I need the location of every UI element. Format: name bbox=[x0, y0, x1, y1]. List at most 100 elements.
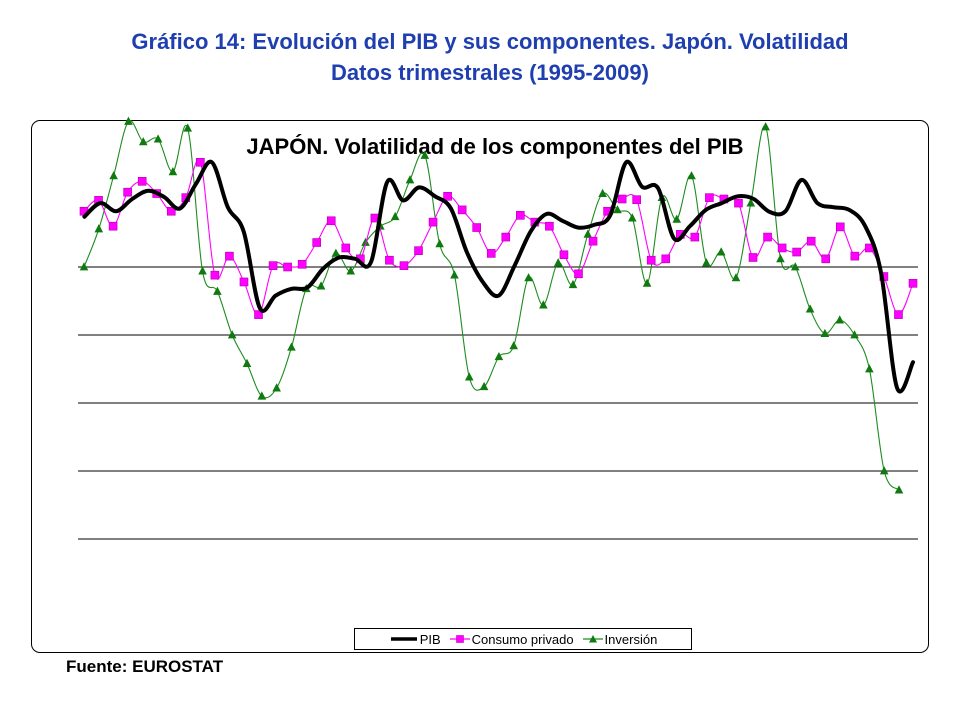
data-point-inversi-n bbox=[450, 270, 459, 279]
data-point-inversi-n bbox=[790, 262, 800, 271]
data-point-inversi-n bbox=[242, 358, 252, 367]
chart-title: JAPÓN. Volatilidad de los componentes de… bbox=[246, 134, 744, 159]
data-point-consumo-privado bbox=[821, 254, 831, 264]
data-point-consumo-privado bbox=[632, 195, 641, 204]
data-point-inversi-n bbox=[761, 122, 770, 131]
series-line-consumo-privado bbox=[83, 159, 914, 316]
data-point-consumo-privado bbox=[850, 251, 860, 261]
data-point-consumo-privado bbox=[123, 187, 132, 197]
data-point-consumo-privado bbox=[428, 217, 438, 227]
data-point-consumo-privado bbox=[210, 270, 220, 280]
data-point-consumo-privado bbox=[196, 157, 205, 167]
data-point-inversi-n bbox=[213, 286, 222, 295]
data-point-consumo-privado bbox=[545, 221, 554, 231]
data-point-consumo-privado bbox=[559, 250, 569, 260]
data-point-inversi-n bbox=[138, 137, 148, 146]
chart-legend: PIB Consumo privado Inversión bbox=[354, 628, 692, 650]
data-point-inversi-n bbox=[153, 134, 163, 143]
data-point-inversi-n bbox=[687, 171, 696, 180]
legend-triangle-marker-icon bbox=[582, 635, 603, 643]
data-point-inversi-n bbox=[731, 273, 741, 282]
data-point-inversi-n bbox=[94, 224, 104, 233]
legend-line-pib-icon bbox=[390, 637, 417, 641]
data-point-inversi-n bbox=[879, 466, 889, 475]
data-point-consumo-privado bbox=[137, 177, 147, 186]
data-point-consumo-privado bbox=[501, 232, 511, 242]
data-point-inversi-n bbox=[435, 239, 444, 248]
data-point-inversi-n bbox=[479, 381, 489, 391]
data-point-consumo-privado bbox=[297, 259, 307, 269]
legend-item-pib: PIB bbox=[389, 632, 441, 647]
data-point-consumo-privado bbox=[763, 232, 772, 242]
data-point-consumo-privado bbox=[283, 262, 292, 272]
data-point-consumo-privado bbox=[646, 255, 656, 265]
data-point-inversi-n bbox=[894, 485, 904, 494]
data-point-consumo-privado bbox=[239, 277, 249, 287]
data-point-inversi-n bbox=[405, 175, 415, 184]
data-point-consumo-privado bbox=[908, 279, 918, 288]
data-point-inversi-n bbox=[568, 279, 578, 289]
source-note: Fuente: EUROSTAT bbox=[66, 657, 224, 676]
data-point-inversi-n bbox=[198, 266, 207, 275]
data-point-consumo-privado bbox=[588, 236, 598, 246]
legend-square-marker-icon bbox=[449, 635, 470, 643]
data-point-inversi-n bbox=[494, 351, 504, 361]
data-point-inversi-n bbox=[805, 304, 815, 313]
data-point-inversi-n bbox=[316, 281, 326, 290]
data-point-inversi-n bbox=[598, 188, 607, 197]
data-point-inversi-n bbox=[865, 364, 874, 373]
data-point-consumo-privado bbox=[748, 253, 758, 262]
data-point-inversi-n bbox=[79, 262, 89, 271]
data-point-inversi-n bbox=[539, 300, 548, 309]
series-line-inversi-n bbox=[83, 120, 900, 491]
data-point-consumo-privado bbox=[254, 310, 263, 319]
legend-item-inversion: Inversión bbox=[582, 631, 658, 647]
data-point-inversi-n bbox=[672, 214, 682, 223]
data-point-inversi-n bbox=[420, 150, 430, 159]
page-title: Gráfico 14: Evolución del PIB y sus comp… bbox=[0, 26, 960, 88]
data-point-consumo-privado bbox=[443, 191, 452, 201]
data-point-consumo-privado bbox=[414, 246, 423, 255]
data-point-consumo-privado bbox=[472, 223, 481, 232]
data-point-consumo-privado bbox=[574, 269, 583, 279]
data-point-consumo-privado bbox=[268, 261, 278, 270]
data-point-inversi-n bbox=[583, 229, 593, 238]
legend-label-consumo-privado: Consumo privado bbox=[471, 631, 574, 647]
data-point-inversi-n bbox=[109, 171, 118, 180]
data-point-inversi-n bbox=[124, 116, 133, 125]
data-point-consumo-privado bbox=[661, 254, 671, 264]
data-point-inversi-n bbox=[627, 213, 637, 222]
data-point-consumo-privado bbox=[617, 194, 627, 204]
data-point-consumo-privado bbox=[166, 206, 176, 216]
data-point-inversi-n bbox=[716, 247, 726, 256]
data-point-consumo-privado bbox=[326, 216, 336, 226]
data-point-inversi-n bbox=[464, 372, 474, 381]
data-point-consumo-privado bbox=[516, 211, 525, 220]
data-point-consumo-privado bbox=[734, 198, 743, 208]
data-point-consumo-privado bbox=[225, 251, 234, 261]
data-point-inversi-n bbox=[168, 167, 178, 176]
data-point-inversi-n bbox=[390, 211, 400, 221]
data-point-inversi-n bbox=[642, 278, 652, 287]
data-point-consumo-privado bbox=[690, 232, 700, 242]
data-point-inversi-n bbox=[361, 237, 370, 246]
series-line-pib bbox=[82, 159, 915, 394]
data-point-consumo-privado bbox=[835, 222, 845, 232]
data-point-consumo-privado bbox=[312, 238, 322, 247]
data-point-inversi-n bbox=[524, 273, 533, 282]
data-point-inversi-n bbox=[746, 198, 756, 207]
legend-label-pib: PIB bbox=[419, 631, 441, 647]
data-point-inversi-n bbox=[820, 328, 830, 338]
data-point-consumo-privado bbox=[705, 193, 714, 202]
data-point-consumo-privado bbox=[792, 247, 801, 257]
page-title-line-2: Datos trimestrales (1995-2009) bbox=[331, 60, 649, 85]
data-point-inversi-n bbox=[776, 254, 785, 263]
data-point-inversi-n bbox=[257, 391, 267, 400]
page-title-line-1: Gráfico 14: Evolución del PIB y sus comp… bbox=[131, 29, 849, 54]
legend-item-consumo-privado: Consumo privado bbox=[449, 632, 574, 647]
legend-label-inversion: Inversión bbox=[604, 631, 658, 647]
data-point-consumo-privado bbox=[806, 236, 816, 246]
data-point-inversi-n bbox=[331, 248, 341, 257]
data-point-consumo-privado bbox=[457, 205, 467, 215]
